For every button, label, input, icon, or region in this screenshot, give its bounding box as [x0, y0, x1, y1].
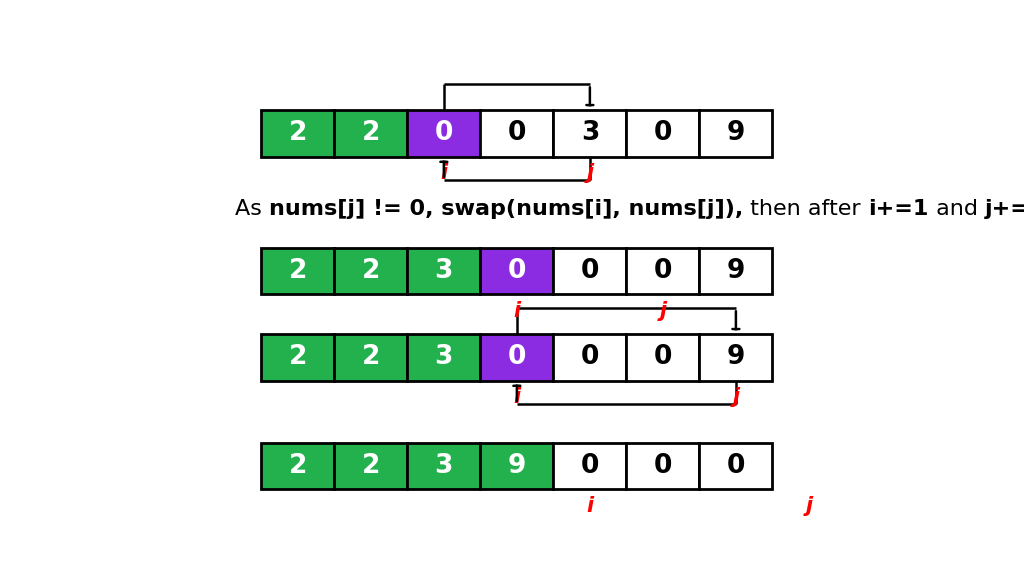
Text: 3: 3	[581, 120, 599, 146]
Text: i+=1: i+=1	[868, 199, 929, 219]
Text: i: i	[440, 164, 447, 183]
Bar	[261, 110, 334, 157]
Bar	[334, 248, 408, 294]
Text: j: j	[659, 301, 667, 321]
Text: 3: 3	[434, 453, 453, 479]
Text: i: i	[513, 301, 520, 321]
Bar	[553, 443, 627, 490]
Bar	[699, 248, 772, 294]
Text: 0: 0	[581, 453, 599, 479]
Bar	[699, 334, 772, 381]
Text: 0: 0	[653, 120, 672, 146]
Text: nums[j] != 0, swap(nums[i], nums[j]),: nums[j] != 0, swap(nums[i], nums[j]),	[269, 199, 743, 219]
Text: 0: 0	[727, 453, 745, 479]
Text: 0: 0	[653, 344, 672, 370]
Bar	[480, 334, 553, 381]
Text: 9: 9	[727, 258, 745, 284]
Bar	[261, 334, 334, 381]
Text: 3: 3	[434, 258, 453, 284]
Bar	[553, 248, 627, 294]
Bar	[627, 443, 699, 490]
Bar	[553, 110, 627, 157]
Text: 2: 2	[289, 258, 307, 284]
Bar	[408, 443, 480, 490]
Text: then after: then after	[743, 199, 868, 219]
Bar	[699, 110, 772, 157]
Text: and: and	[929, 199, 985, 219]
Text: j: j	[805, 496, 812, 516]
Text: 0: 0	[581, 344, 599, 370]
Text: 9: 9	[727, 344, 745, 370]
Bar	[408, 334, 480, 381]
Text: i: i	[513, 387, 520, 407]
Text: 0: 0	[508, 344, 526, 370]
Text: 2: 2	[361, 120, 380, 146]
Text: 0: 0	[434, 120, 453, 146]
Text: 0: 0	[653, 453, 672, 479]
Bar	[261, 248, 334, 294]
Text: i: i	[587, 496, 594, 516]
Text: 0: 0	[508, 120, 526, 146]
Text: 2: 2	[361, 453, 380, 479]
Bar	[480, 443, 553, 490]
Text: 9: 9	[508, 453, 526, 479]
Text: 9: 9	[727, 120, 745, 146]
Bar	[627, 248, 699, 294]
Bar	[480, 248, 553, 294]
Bar	[334, 110, 408, 157]
Bar	[334, 443, 408, 490]
Text: j: j	[587, 164, 594, 183]
Bar	[408, 248, 480, 294]
Bar	[480, 110, 553, 157]
Bar	[627, 110, 699, 157]
Bar	[408, 110, 480, 157]
Bar	[334, 334, 408, 381]
Text: j+=1: j+=1	[985, 199, 1024, 219]
Text: 0: 0	[581, 258, 599, 284]
Bar	[261, 443, 334, 490]
Text: As: As	[236, 199, 269, 219]
Text: 2: 2	[289, 344, 307, 370]
Bar	[627, 334, 699, 381]
Text: 2: 2	[289, 120, 307, 146]
Text: 2: 2	[289, 453, 307, 479]
Text: 2: 2	[361, 258, 380, 284]
Text: 0: 0	[508, 258, 526, 284]
Bar	[699, 443, 772, 490]
Text: 3: 3	[434, 344, 453, 370]
Bar	[553, 334, 627, 381]
Text: 0: 0	[653, 258, 672, 284]
Text: 2: 2	[361, 344, 380, 370]
Text: j: j	[732, 387, 739, 407]
